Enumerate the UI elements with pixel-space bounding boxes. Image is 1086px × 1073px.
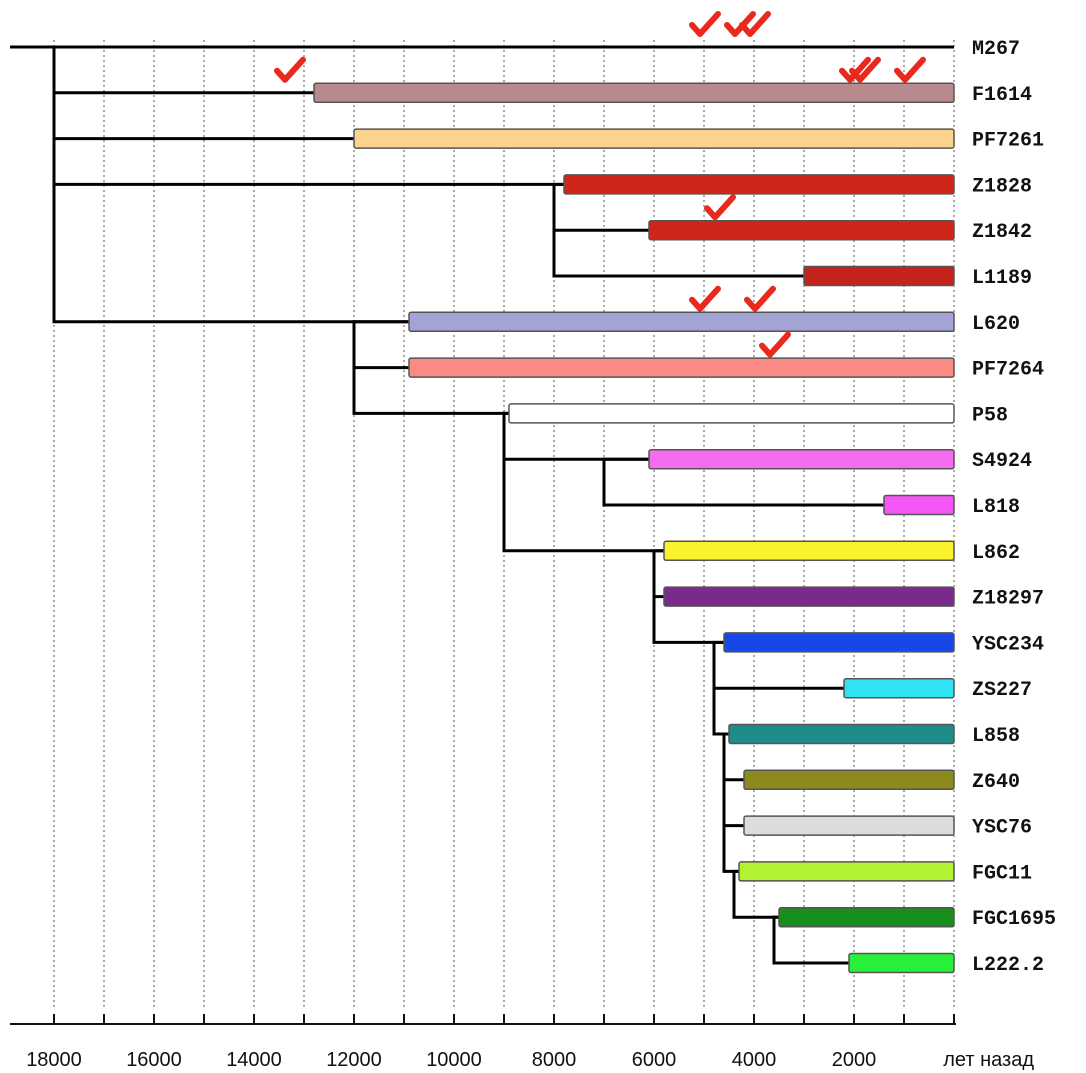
haplogroup-label: Z18297 [972,588,1044,611]
axis-tick-label: 4000 [732,1049,777,1071]
axis-tick-label: 6000 [632,1049,677,1071]
haplogroup-label: L1189 [972,267,1032,290]
haplogroup-bar [743,769,955,791]
haplogroup-bar [408,311,955,333]
haplogroup-bars [313,82,955,974]
haplogroup-label: Z640 [972,771,1020,794]
haplogroup-bar [663,586,955,607]
check-mark [759,331,791,358]
haplogroup-bar [778,906,955,928]
haplogroup-bar [663,540,955,562]
haplogroup-bar [728,723,955,745]
haplogroup-label: Z1842 [972,221,1032,244]
haplogroup-bar [508,403,955,424]
check-mark [689,11,721,37]
axis-tick-label: 8000 [532,1049,577,1071]
haplogroup-label: P58 [972,404,1008,427]
haplogroup-bar [803,265,955,287]
haplogroup-bar [563,174,955,195]
time-axis: 18000 16000 14000 12000 10000 8000 6000 4000 200… [10,1014,1034,1071]
haplogroup-bar [743,815,955,836]
gridlines [53,40,955,1008]
haplogroup-label: L222.2 [972,954,1044,977]
check-mark [894,56,926,83]
axis-tick-label: 14000 [226,1049,282,1071]
haplogroup-label: Z1828 [972,175,1032,198]
check-marks [274,11,926,358]
haplogroup-bar [408,357,955,378]
axis-tick-label: 18000 [26,1049,82,1071]
branch-connectors [10,45,954,965]
haplogroup-bar [738,861,955,882]
haplogroup-label: FGC11 [972,862,1032,885]
haplogroup-bar [723,632,955,653]
check-mark [739,11,771,37]
haplogroup-label: L862 [972,542,1020,565]
axis-tick-label: 16000 [126,1049,182,1071]
haplogroup-label: YSC234 [972,633,1044,656]
haplogroup-label: L620 [972,313,1020,336]
check-mark [274,56,306,83]
haplogroup-label: ZS227 [972,679,1032,702]
haplogroup-bar [648,219,955,241]
check-mark [849,56,881,83]
check-mark [839,56,871,83]
haplogroup-bar [883,494,955,516]
axis-tick-label: 10000 [426,1049,482,1071]
haplogroup-label: YSC76 [972,817,1032,840]
haplogroup-labels: M267 F1614 PF7261 Z1828 Z1842 L1189 L620 PF7264… [972,38,1056,977]
haplogroup-label: F1614 [972,84,1032,107]
haplogroup-label: PF7261 [972,130,1044,153]
haplogroup-bar [353,128,955,149]
check-mark [704,194,736,221]
axis-tick-label: 2000 [832,1049,877,1071]
check-mark [744,285,776,312]
haplogroup-label: L858 [972,725,1020,748]
axis-tick-label: 12000 [326,1049,382,1071]
axis-unit-label: лет назад [943,1049,1034,1071]
haplogroup-bar [848,952,955,974]
haplogroup-label: PF7264 [972,359,1044,382]
haplogroup-label: L818 [972,496,1020,519]
haplogroup-label: FGC1695 [972,908,1056,931]
check-mark [689,285,721,312]
check-mark [724,11,756,37]
haplogroup-bar [843,677,955,699]
haplogroup-bar [313,82,955,104]
haplogroup-label: S4924 [972,450,1032,473]
haplogroup-label: M267 [972,38,1020,61]
haplogroup-bar [648,448,955,470]
